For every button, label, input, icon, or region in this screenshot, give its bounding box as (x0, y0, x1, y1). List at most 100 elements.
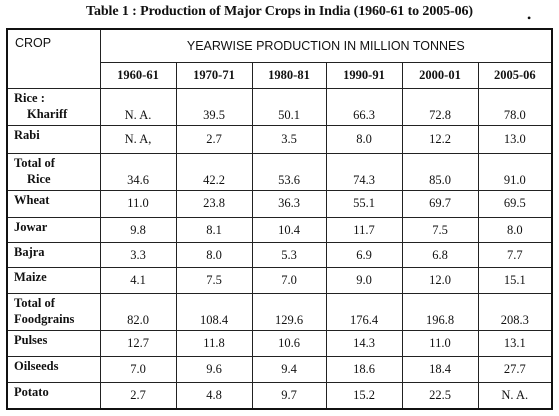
value-cell: 10.4 (251, 217, 327, 244)
value-cell: 7.5 (401, 217, 479, 244)
value-cell: 14.3 (325, 329, 403, 357)
value-cell: 78.0 (477, 87, 553, 127)
crop-name-line2: Rice (27, 171, 51, 186)
table-row: Pulses 12.7 11.8 10.6 14.3 11.0 13.1 (6, 329, 553, 357)
title-mark: • (527, 11, 532, 25)
crop-name-cell: Jowar (6, 217, 101, 244)
crop-name: Wheat (14, 192, 50, 207)
crop-name-line2: Khariff (27, 107, 68, 121)
table-row: Jowar 9.8 8.1 10.4 11.7 7.5 8.0 (6, 217, 553, 244)
value-cell: 7.0 (251, 267, 327, 294)
value-cell: 7.5 (175, 267, 253, 294)
value-cell: 85.0 (401, 152, 479, 191)
value-cell: 39.5 (175, 87, 253, 127)
header-year-row: 1960-61 1970-71 1980-81 1990-91 2000-01 … (7, 62, 553, 89)
value-cell: N. A. (477, 382, 553, 410)
crop-name-cell: Pulses (6, 329, 101, 357)
crop-name: Bajra (14, 245, 45, 260)
value-cell: 69.5 (477, 189, 553, 219)
crop-name-cell: Rice : Khariff (6, 87, 101, 127)
crop-name: Total of (14, 155, 55, 170)
table-row: Bajra 3.3 8.0 5.3 6.9 6.8 7.7 (6, 242, 553, 269)
header-year: 1990-91 (325, 62, 403, 89)
value-cell: 5.3 (251, 242, 327, 269)
crop-name-cell: Wheat (6, 189, 101, 219)
value-cell: 9.7 (251, 382, 327, 410)
value-cell: 72.8 (401, 87, 479, 127)
header-year: 1960-61 (99, 62, 177, 89)
value-cell: 6.8 (401, 242, 479, 269)
crop-name: Maize (14, 270, 47, 285)
value-cell: 108.4 (175, 292, 253, 331)
value-cell: 11.8 (175, 329, 253, 357)
value-cell: 2.7 (99, 382, 177, 410)
table-row: Rabi N. A, 2.7 3.5 8.0 12.2 13.0 (6, 125, 553, 154)
table-title: Table 1 : Production of Major Crops in I… (86, 4, 473, 19)
value-cell: 11.0 (401, 329, 479, 357)
crop-name: Rabi (14, 128, 40, 143)
crop-name: Jowar (14, 220, 48, 235)
value-cell: 8.0 (325, 125, 403, 154)
value-cell: 12.0 (401, 267, 479, 294)
value-cell: N. A. (99, 87, 177, 127)
value-cell: 23.8 (175, 189, 253, 219)
table-row: Maize 4.1 7.5 7.0 9.0 12.0 15.1 (6, 267, 553, 294)
value-cell: 3.3 (99, 242, 177, 269)
crop-production-table: CROP YEARWISE PRODUCTION IN MILLION TONN… (6, 28, 554, 410)
value-cell: 42.2 (175, 152, 253, 191)
value-cell: 22.5 (401, 382, 479, 410)
table-row: Wheat 11.0 23.8 36.3 55.1 69.7 69.5 (6, 189, 553, 219)
value-cell: 12.2 (401, 125, 479, 154)
crop-name: Total of (14, 295, 55, 310)
value-cell: 50.1 (251, 87, 327, 127)
value-cell: N. A, (99, 125, 177, 154)
value-cell: 36.3 (251, 189, 327, 219)
value-cell: 4.8 (175, 382, 253, 410)
value-cell: 8.0 (175, 242, 253, 269)
table-row: Oilseeds 7.0 9.6 9.4 18.6 18.4 27.7 (6, 355, 553, 384)
value-cell: 9.8 (99, 217, 177, 244)
value-cell: 18.4 (401, 355, 479, 384)
value-cell: 208.3 (477, 292, 553, 331)
table-row: Total of Foodgrains 82.0 108.4 129.6 176.4 196… (6, 292, 553, 331)
value-cell: 8.1 (175, 217, 253, 244)
crop-name-cell: Oilseeds (6, 355, 101, 384)
crop-name: Pulses (14, 332, 48, 347)
value-cell: 34.6 (99, 152, 177, 191)
value-cell: 9.0 (325, 267, 403, 294)
crop-name: Rice : (14, 91, 45, 105)
crop-name-cell: Total of Rice (6, 152, 101, 191)
table-row: Total of Rice 34.6 42.2 53.6 74.3 85.0 91.0 (6, 152, 553, 191)
value-cell: 196.8 (401, 292, 479, 331)
crop-name-cell: Maize (6, 267, 101, 294)
value-cell: 10.6 (251, 329, 327, 357)
value-cell: 12.7 (99, 329, 177, 357)
value-cell: 15.1 (477, 267, 553, 294)
header-crop: CROP (6, 28, 101, 89)
value-cell: 7.7 (477, 242, 553, 269)
crop-name-cell: Total of Foodgrains (6, 292, 101, 331)
value-cell: 129.6 (251, 292, 327, 331)
value-cell: 3.5 (251, 125, 327, 154)
value-cell: 66.3 (325, 87, 403, 127)
table-row: Potato 2.7 4.8 9.7 15.2 22.5 N. A. (6, 382, 553, 410)
header-year: 2000-01 (401, 62, 479, 89)
value-cell: 18.6 (325, 355, 403, 384)
value-cell: 13.0 (477, 125, 553, 154)
value-cell: 74.3 (325, 152, 403, 191)
table-body: Rice : Khariff N. A. 39.5 50.1 66.3 72.8 78.0 Ra… (6, 87, 553, 410)
value-cell: 82.0 (99, 292, 177, 331)
value-cell: 15.2 (325, 382, 403, 410)
value-cell: 69.7 (401, 189, 479, 219)
value-cell: 11.0 (99, 189, 177, 219)
value-cell: 8.0 (477, 217, 553, 244)
value-cell: 6.9 (325, 242, 403, 269)
value-cell: 7.0 (99, 355, 177, 384)
header-group: YEARWISE PRODUCTION IN MILLION TONNES (99, 28, 553, 63)
value-cell: 53.6 (251, 152, 327, 191)
value-cell: 9.6 (175, 355, 253, 384)
crop-name-cell: Rabi (6, 125, 101, 154)
crop-name-cell: Bajra (6, 242, 101, 269)
value-cell: 91.0 (477, 152, 553, 191)
value-cell: 11.7 (325, 217, 403, 244)
